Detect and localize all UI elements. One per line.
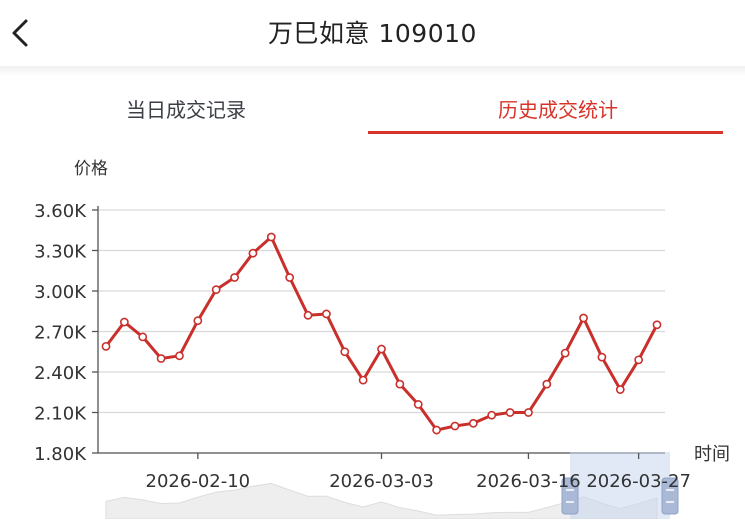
data-point: [615, 385, 625, 394]
data-point: [432, 425, 441, 435]
data-point: [487, 410, 497, 420]
data-point: [156, 354, 166, 363]
app-header: 万巳如意 109010: [0, 0, 745, 66]
data-point: [524, 408, 533, 417]
x-tick-label: 2026-03-03: [329, 471, 434, 492]
y-tick-label: 1.80K: [34, 444, 87, 465]
tab-bar: 当日成交记录 历史成交统计: [0, 80, 745, 136]
data-point: [230, 273, 239, 282]
y-axis-label: 价格: [74, 159, 108, 179]
y-tick-label: 2.70K: [34, 323, 87, 344]
data-point: [175, 351, 184, 361]
datazoom-window: [570, 452, 670, 522]
data-point: [450, 421, 460, 431]
datazoom-handle-right[interactable]: [661, 477, 679, 515]
x-tick-label: 2026-03-27: [586, 471, 691, 492]
data-point: [505, 408, 515, 417]
data-point: [119, 317, 129, 327]
price-series-line: [104, 235, 659, 432]
data-point: [101, 341, 111, 351]
data-point: [340, 347, 350, 357]
data-point: [597, 352, 607, 362]
datazoom-handle-left[interactable]: [561, 477, 579, 515]
data-point: [138, 332, 148, 342]
active-tab-indicator: [368, 131, 723, 134]
price-chart: 价格 1.80K 2.10K 2.40K 2.70K 3.00K 3.30K 3.60K 时间 2…: [0, 140, 745, 522]
data-point: [303, 310, 313, 320]
data-point: [358, 375, 368, 385]
data-point: [193, 316, 203, 326]
data-point: [468, 418, 478, 428]
y-tick-label: 3.00K: [34, 282, 87, 303]
page-title: 万巳如意 109010: [268, 19, 477, 48]
y-tick-label: 3.30K: [34, 242, 87, 263]
data-point: [413, 399, 423, 409]
tab-daily-records[interactable]: 当日成交记录: [126, 97, 246, 122]
data-point: [579, 313, 588, 323]
data-point: [542, 379, 552, 389]
header-divider: [0, 66, 745, 76]
x-tick-label: 2026-03-16: [476, 471, 581, 492]
data-point: [395, 379, 405, 389]
data-point: [266, 232, 276, 242]
x-tick-label: 2026-02-10: [146, 471, 251, 492]
tab-history-stats[interactable]: 历史成交统计: [498, 97, 618, 122]
data-point: [321, 309, 331, 319]
back-button[interactable]: [0, 10, 40, 56]
data-point: [560, 348, 570, 358]
data-point: [634, 355, 644, 365]
data-point: [377, 344, 386, 354]
x-axis-label: 时间: [694, 444, 730, 465]
chevron-left-icon: [12, 19, 28, 47]
y-tick-label: 2.40K: [34, 363, 87, 384]
price-line-chart: 价格1.80K2.10K2.40K2.70K3.00K3.30K3.60K时间2…: [34, 159, 730, 522]
data-point: [211, 285, 221, 295]
data-point: [285, 273, 295, 282]
y-tick-label: 2.10K: [34, 404, 87, 425]
y-tick-label: 3.60K: [34, 201, 87, 222]
data-point: [652, 320, 662, 330]
data-point: [248, 248, 258, 258]
